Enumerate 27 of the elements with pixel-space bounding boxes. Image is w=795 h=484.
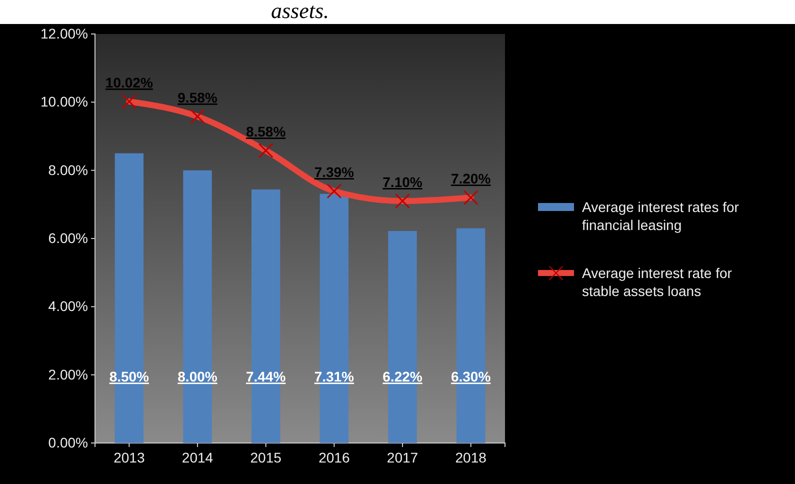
data-label: 7.31%	[314, 368, 355, 385]
y-tick-label: 4.00%	[48, 298, 88, 314]
data-label: 7.39%	[314, 164, 355, 180]
x-tick-label: 2015	[250, 450, 282, 466]
y-tick-label: 8.00%	[48, 162, 88, 178]
data-label: 9.58%	[178, 89, 218, 106]
data-label: 6.22%	[382, 368, 423, 385]
data-label: 6.30%	[450, 368, 492, 385]
data-label: 7.10%	[382, 174, 423, 190]
x-tick-label: 2018	[455, 450, 487, 466]
y-tick-label: 2.00%	[48, 366, 88, 382]
x-tick-label: 2013	[114, 450, 145, 466]
y-tick-label: 6.00%	[48, 230, 88, 246]
x-tick-label: 2017	[386, 450, 418, 466]
data-label: 8.50%	[109, 368, 150, 385]
data-label: 8.00%	[178, 368, 218, 385]
data-label: 7.20%	[450, 170, 492, 187]
y-tick-label: 0.00%	[48, 434, 88, 450]
y-tick-label: 12.00%	[40, 25, 88, 42]
data-label: 8.58%	[246, 124, 286, 140]
y-tick-label: 10.00%	[40, 94, 88, 110]
x-tick-label: 2016	[318, 450, 350, 466]
chart-title: assets.	[270, 0, 330, 23]
legend-label: Average interest rates for financial leasing	[582, 199, 740, 234]
legend-label: Average interest rate for stable assets loans	[582, 265, 732, 300]
data-label: 7.44%	[246, 368, 286, 385]
x-tick-label: 2014	[182, 450, 214, 466]
